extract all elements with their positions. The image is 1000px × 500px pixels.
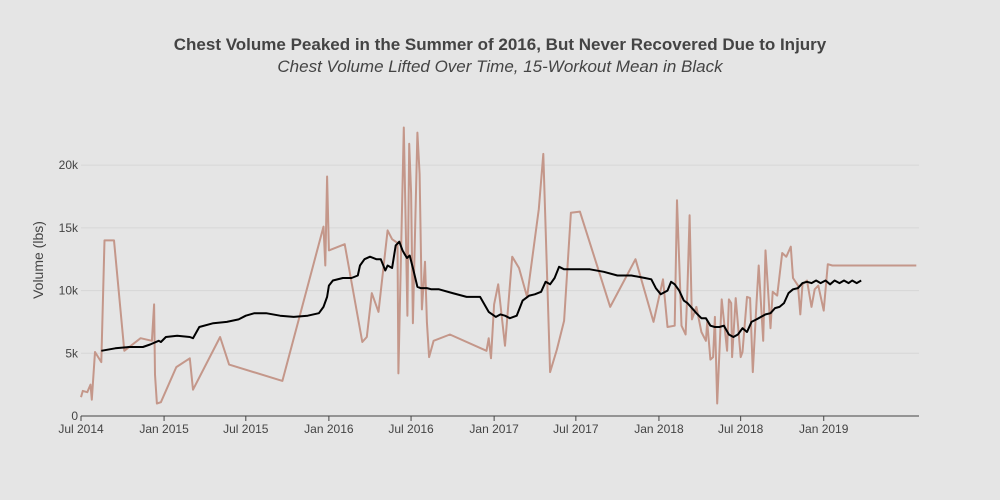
x-tick-label: Jul 2017 (553, 422, 599, 436)
x-tick-label: Jul 2015 (223, 422, 269, 436)
mean-line (101, 240, 862, 352)
x-tick-label: Jan 2017 (469, 422, 519, 436)
x-tick-label: Jul 2016 (388, 422, 434, 436)
workout-volume-line (80, 126, 917, 405)
x-tick-label: Jul 2014 (58, 422, 104, 436)
y-axis-title: Volume (lbs) (30, 221, 46, 299)
x-tick-label: Jan 2018 (634, 422, 684, 436)
plot-area (80, 126, 917, 405)
y-tick-label: 0 (71, 409, 78, 423)
gridlines (81, 164, 919, 354)
y-axis-ticks: 0 5k 10k 15k 20k (59, 158, 79, 423)
y-tick-label: 5k (65, 346, 79, 360)
y-tick-label: 15k (59, 221, 79, 235)
y-tick-label: 10k (59, 284, 79, 298)
x-axis-ticks: Jul 2014 Jan 2015 Jul 2015 Jan 2016 Jul 2016… (58, 416, 849, 436)
chart-subtitle: Chest Volume Lifted Over Time, 15-Workou… (277, 57, 724, 76)
x-tick-label: Jan 2016 (304, 422, 354, 436)
y-tick-label: 20k (59, 158, 79, 172)
chart-title: Chest Volume Peaked in the Summer of 201… (174, 35, 827, 54)
x-tick-label: Jan 2015 (139, 422, 189, 436)
x-tick-label: Jan 2019 (799, 422, 849, 436)
x-tick-label: Jul 2018 (718, 422, 764, 436)
